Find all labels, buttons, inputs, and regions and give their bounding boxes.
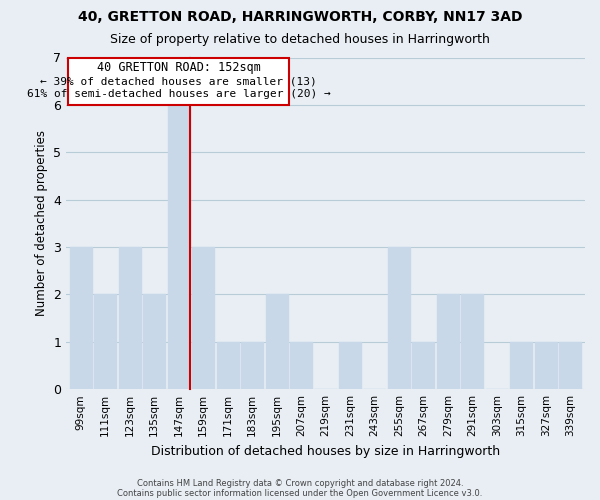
Y-axis label: Number of detached properties: Number of detached properties [35, 130, 47, 316]
Text: 40 GRETTON ROAD: 152sqm: 40 GRETTON ROAD: 152sqm [97, 62, 260, 74]
Bar [70, 247, 92, 389]
Bar [388, 247, 410, 389]
Bar [461, 294, 484, 389]
Text: ← 39% of detached houses are smaller (13): ← 39% of detached houses are smaller (13… [40, 76, 317, 86]
Bar [217, 342, 239, 389]
Bar [412, 342, 434, 389]
Bar [339, 342, 361, 389]
Bar [119, 247, 140, 389]
Bar [94, 294, 116, 389]
Bar [241, 342, 263, 389]
Text: 40, GRETTON ROAD, HARRINGWORTH, CORBY, NN17 3AD: 40, GRETTON ROAD, HARRINGWORTH, CORBY, N… [78, 10, 522, 24]
Bar [535, 342, 557, 389]
Bar [192, 247, 214, 389]
X-axis label: Distribution of detached houses by size in Harringworth: Distribution of detached houses by size … [151, 444, 500, 458]
Bar [290, 342, 312, 389]
Bar [266, 294, 287, 389]
Bar [167, 105, 190, 389]
Bar [511, 342, 532, 389]
Text: Size of property relative to detached houses in Harringworth: Size of property relative to detached ho… [110, 32, 490, 46]
Text: 61% of semi-detached houses are larger (20) →: 61% of semi-detached houses are larger (… [27, 90, 331, 100]
Text: Contains public sector information licensed under the Open Government Licence v3: Contains public sector information licen… [118, 488, 482, 498]
Bar [559, 342, 581, 389]
Bar [437, 294, 459, 389]
Text: Contains HM Land Registry data © Crown copyright and database right 2024.: Contains HM Land Registry data © Crown c… [137, 478, 463, 488]
FancyBboxPatch shape [68, 58, 289, 105]
Bar [143, 294, 165, 389]
